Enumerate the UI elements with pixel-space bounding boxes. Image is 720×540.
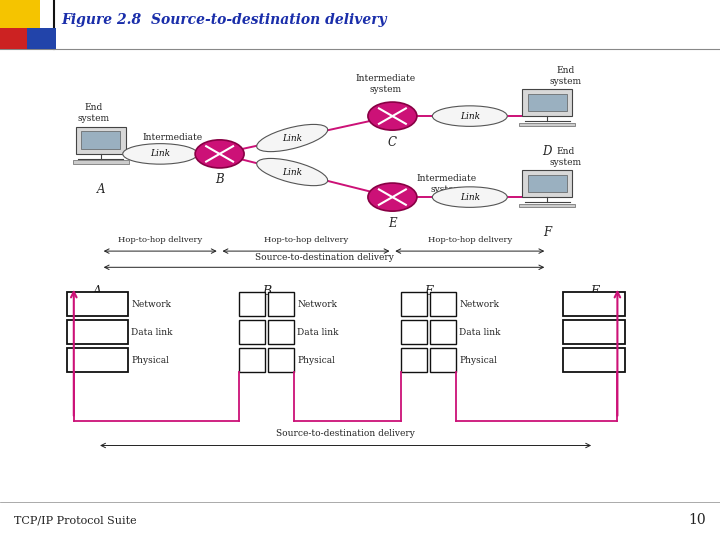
Text: E: E: [424, 285, 433, 298]
Bar: [528, 93, 567, 111]
Text: Intermediate
system: Intermediate system: [143, 133, 203, 153]
Ellipse shape: [195, 140, 244, 168]
Bar: [268, 320, 294, 344]
Bar: [520, 123, 575, 126]
Text: End
system: End system: [78, 103, 109, 124]
Bar: [563, 292, 624, 316]
Text: Data link: Data link: [459, 328, 501, 336]
Bar: [401, 320, 427, 344]
Bar: [401, 292, 427, 316]
Text: Network: Network: [459, 300, 500, 308]
Bar: [27, 28, 56, 49]
Text: C: C: [388, 136, 397, 148]
Bar: [520, 204, 575, 207]
Ellipse shape: [368, 183, 417, 211]
Bar: [239, 348, 265, 372]
Text: B: B: [215, 173, 224, 186]
Text: Source-to-destination delivery: Source-to-destination delivery: [255, 253, 393, 262]
Text: 10: 10: [688, 513, 706, 527]
Bar: [66, 320, 128, 344]
Text: TCP/IP Protocol Suite: TCP/IP Protocol Suite: [14, 515, 137, 525]
Text: Physical: Physical: [297, 356, 336, 364]
Text: Intermediate
system: Intermediate system: [416, 173, 477, 194]
Text: End
system: End system: [549, 146, 581, 167]
Text: Data link: Data link: [132, 328, 173, 336]
Bar: [430, 292, 456, 316]
Text: Source-to-destination delivery: Source-to-destination delivery: [151, 13, 387, 27]
Bar: [81, 131, 120, 149]
Text: Hop-to-hop delivery: Hop-to-hop delivery: [428, 236, 512, 244]
Text: F: F: [543, 226, 552, 239]
Text: Hop-to-hop delivery: Hop-to-hop delivery: [118, 236, 202, 244]
Bar: [401, 348, 427, 372]
Text: D: D: [542, 145, 552, 158]
Bar: [268, 292, 294, 316]
Bar: [430, 348, 456, 372]
Text: Hop-to-hop delivery: Hop-to-hop delivery: [264, 236, 348, 244]
Bar: [430, 320, 456, 344]
Bar: [522, 170, 572, 197]
Bar: [268, 348, 294, 372]
Bar: [563, 320, 624, 344]
Text: End
system: End system: [549, 65, 581, 86]
Bar: [522, 89, 572, 116]
Text: Network: Network: [132, 300, 171, 308]
Bar: [239, 292, 265, 316]
Text: Intermediate
system: Intermediate system: [355, 73, 415, 94]
Text: Link: Link: [150, 150, 170, 158]
Ellipse shape: [433, 106, 508, 126]
Bar: [66, 348, 128, 372]
Text: Figure 2.8: Figure 2.8: [61, 13, 141, 27]
Text: A: A: [96, 183, 105, 195]
Text: Source-to-destination delivery: Source-to-destination delivery: [276, 429, 415, 438]
Bar: [73, 160, 129, 164]
Text: F: F: [590, 285, 598, 298]
Bar: [239, 320, 265, 344]
Bar: [0, 28, 29, 49]
Ellipse shape: [257, 124, 328, 152]
Ellipse shape: [433, 187, 508, 207]
Text: Link: Link: [282, 133, 302, 143]
Bar: [66, 292, 128, 316]
Text: Link: Link: [460, 193, 480, 201]
Text: Network: Network: [297, 300, 338, 308]
Text: Data link: Data link: [297, 328, 339, 336]
Text: A: A: [93, 285, 102, 298]
Bar: [0, 0, 40, 30]
Text: B: B: [262, 285, 271, 298]
Ellipse shape: [122, 144, 197, 164]
Bar: [563, 348, 624, 372]
Bar: [528, 175, 567, 192]
Text: Link: Link: [282, 167, 302, 177]
Text: Link: Link: [460, 112, 480, 120]
Bar: [76, 127, 126, 154]
Ellipse shape: [368, 102, 417, 130]
Text: Physical: Physical: [459, 356, 498, 364]
Text: E: E: [388, 217, 397, 230]
Text: Physical: Physical: [132, 356, 169, 364]
Ellipse shape: [257, 158, 328, 186]
